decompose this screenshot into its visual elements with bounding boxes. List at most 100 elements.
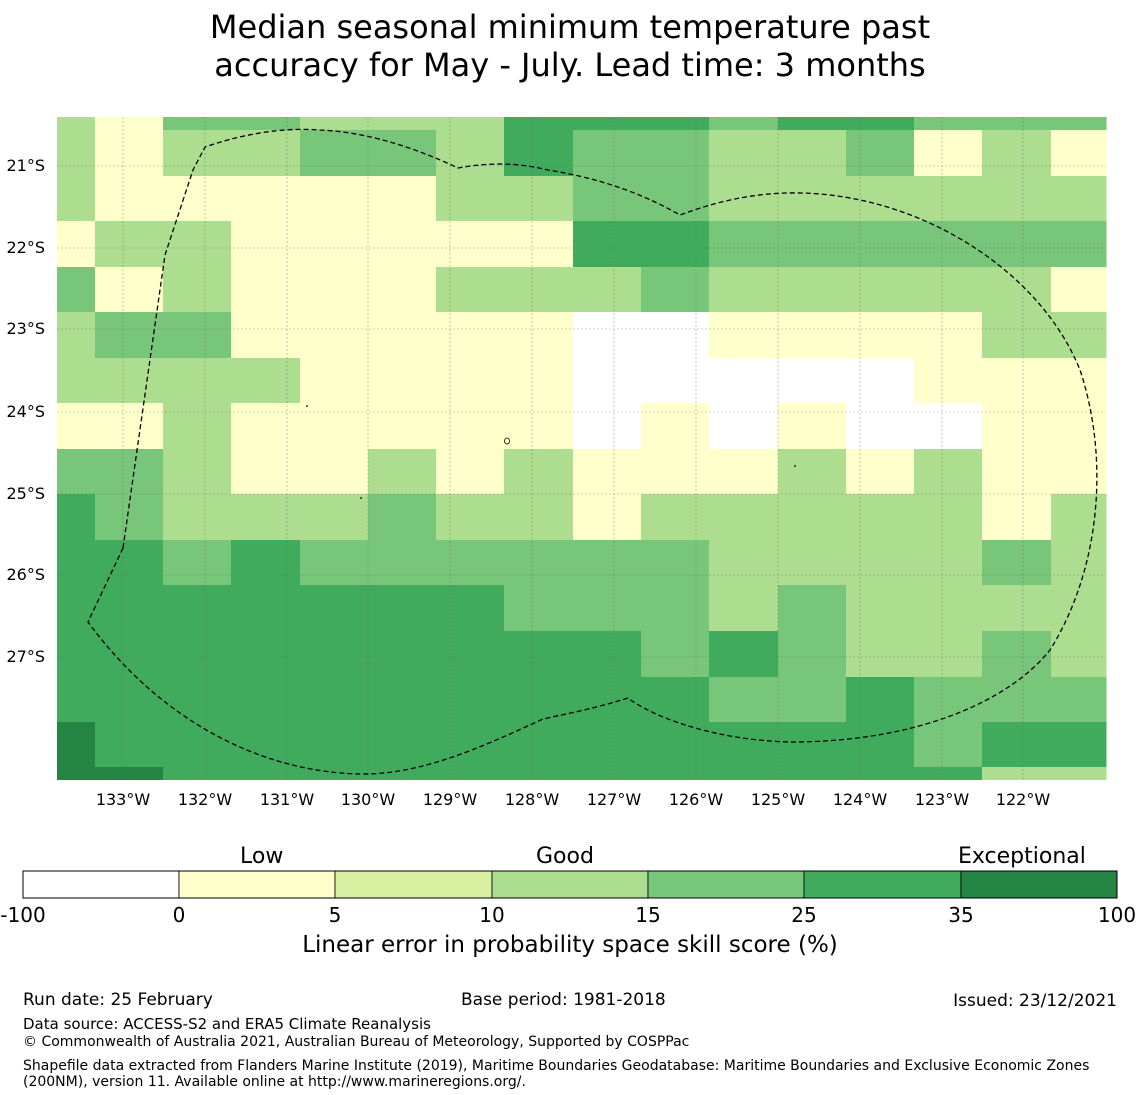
grid-cell [163, 540, 232, 586]
chart-title: Median seasonal minimum temperature past… [0, 8, 1140, 84]
grid-cell [1051, 449, 1107, 495]
grid-cell [504, 117, 574, 131]
grid-cell [1051, 631, 1107, 678]
grid-cell [914, 585, 983, 632]
grid-cell [573, 585, 642, 632]
longitude-label: 124°W [833, 790, 888, 809]
grid-cell [231, 130, 301, 177]
grid-cell [982, 494, 1052, 541]
grid-cell [778, 677, 847, 723]
grid-cell [914, 117, 983, 131]
grid-cell [573, 117, 642, 131]
grid-cell [57, 221, 96, 268]
grid-cell [914, 130, 983, 177]
colorbar-segment [178, 870, 336, 899]
colorbar-tick-label: 35 [948, 903, 974, 927]
shapefile-credit: Shapefile data extracted from Flanders M… [23, 1058, 1090, 1090]
grid-cell [709, 267, 779, 313]
grid-cell [504, 221, 574, 268]
grid-cell [641, 130, 710, 177]
grid-cell [436, 722, 505, 768]
latitude-label: 23°S [6, 319, 45, 338]
grid-cell [436, 494, 505, 541]
grid-cell [368, 449, 437, 495]
grid-cell [368, 631, 437, 678]
colorbar-tick-label: 25 [791, 903, 817, 927]
grid-cell [778, 631, 847, 678]
longitude-label: 132°W [178, 790, 233, 809]
grid-cell [504, 130, 574, 177]
longitude-label: 133°W [96, 790, 151, 809]
grid-cell [641, 449, 710, 495]
grid-cell [436, 117, 505, 131]
colorbar-tick-label: 5 [328, 903, 342, 927]
grid-cell [778, 767, 847, 780]
grid-cell [436, 540, 505, 586]
grid-cell [846, 358, 915, 404]
grid-cell [641, 677, 710, 723]
grid-cell [982, 677, 1052, 723]
grid-cell [57, 176, 96, 222]
grid-cell [231, 403, 301, 450]
grid-cell [641, 358, 710, 404]
grid-cell [163, 117, 232, 131]
grid-cell [436, 312, 505, 359]
grid-cell [914, 767, 983, 780]
grid-cell [709, 176, 779, 222]
islands [306, 405, 796, 499]
grid-cell [573, 677, 642, 723]
grid-cell [846, 221, 915, 268]
grid-cell [57, 267, 96, 313]
grid-cell [163, 677, 232, 723]
grid-cell [778, 449, 847, 495]
grid-cell [163, 176, 232, 222]
grid-cell [504, 449, 574, 495]
grid-cell [368, 221, 437, 268]
grid-cell [1051, 221, 1107, 268]
grid-cell [368, 312, 437, 359]
grid-cell [709, 677, 779, 723]
grid-cell [300, 267, 369, 313]
grid-cell [163, 585, 232, 632]
grid-cell [300, 631, 369, 678]
grid-cell [95, 494, 164, 541]
grid-cell [95, 767, 164, 780]
grid-cell [231, 176, 301, 222]
longitude-label: 122°W [996, 790, 1051, 809]
grid-cell [436, 221, 505, 268]
grid-cell [300, 312, 369, 359]
grid-cell [504, 494, 574, 541]
longitude-label: 127°W [587, 790, 642, 809]
grid-cell [573, 176, 642, 222]
grid-cell [436, 267, 505, 313]
grid-cell [368, 767, 437, 780]
grid-cell [846, 677, 915, 723]
grid-cell [778, 267, 847, 313]
grid-cell [1051, 677, 1107, 723]
grid-cell [982, 130, 1052, 177]
grid-cell [300, 117, 369, 131]
grid-cell [163, 494, 232, 541]
grid-cell [368, 403, 437, 450]
grid-cell [1051, 267, 1107, 313]
latitude-label: 24°S [6, 402, 45, 421]
grid-cell [368, 117, 437, 131]
grid-cell [573, 494, 642, 541]
grid-cell [95, 449, 164, 495]
grid-cell [573, 631, 642, 678]
grid-cell [163, 130, 232, 177]
grid-cell [57, 494, 96, 541]
grid-cell [163, 358, 232, 404]
grid-cell [573, 403, 642, 450]
grid-cell [573, 722, 642, 768]
grid-cell [641, 494, 710, 541]
grid-cell [231, 585, 301, 632]
grid-cell [163, 631, 232, 678]
grid-cell [982, 176, 1052, 222]
grid-cell [368, 130, 437, 177]
colorbar-segment [960, 870, 1118, 899]
colorbar-segment [491, 870, 649, 899]
grid-cell [982, 312, 1052, 359]
grid-cell [846, 403, 915, 450]
grid-cell [163, 312, 232, 359]
